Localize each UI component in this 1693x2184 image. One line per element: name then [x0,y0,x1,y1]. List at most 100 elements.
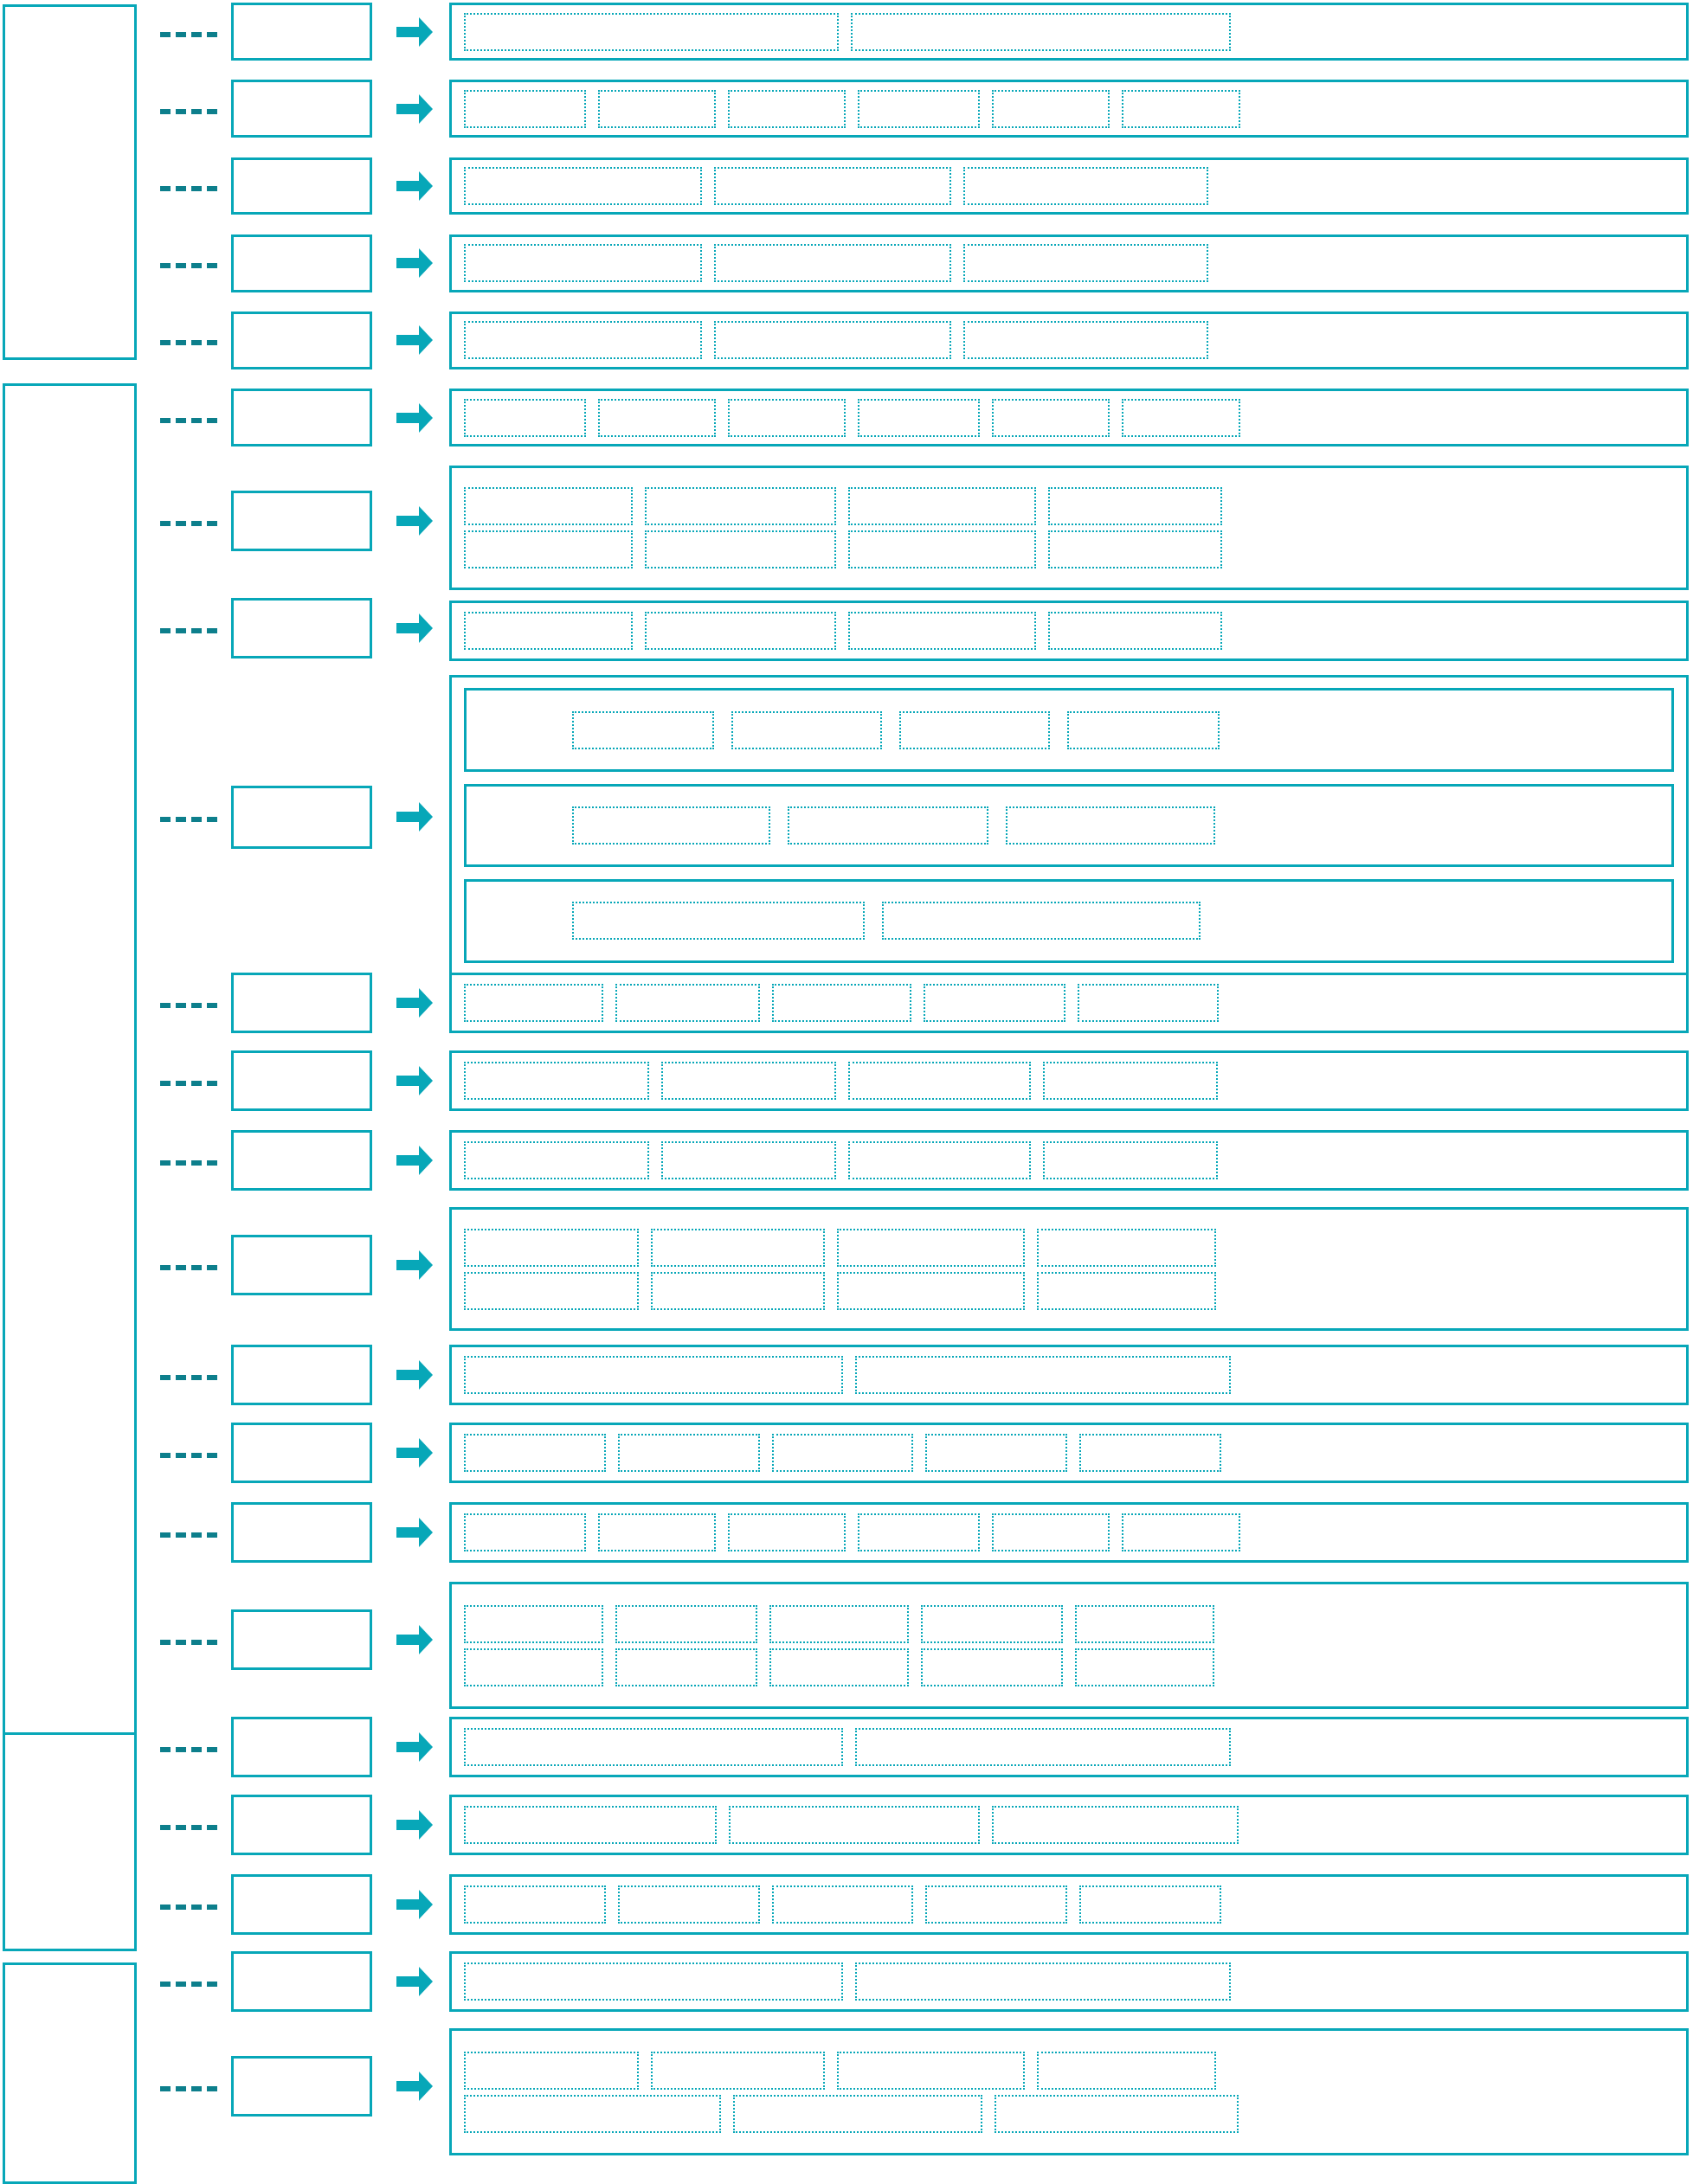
stage-box[interactable] [231,1951,372,2013]
stage-box[interactable] [231,1794,372,1855]
stage-box[interactable] [231,1129,372,1191]
field-placeholder[interactable] [598,89,717,128]
field-placeholder[interactable] [464,89,587,128]
field-placeholder[interactable] [661,1140,836,1179]
field-placeholder[interactable] [713,166,952,205]
field-placeholder[interactable] [464,1604,604,1643]
field-placeholder[interactable] [464,1805,718,1844]
detail-panel[interactable] [449,1794,1689,1855]
field-placeholder[interactable] [858,1513,981,1551]
field-placeholder[interactable] [925,1885,1068,1924]
field-placeholder[interactable] [847,1140,1032,1179]
stage-box[interactable] [231,2056,372,2117]
field-placeholder[interactable] [464,12,840,51]
field-placeholder[interactable] [769,1604,910,1643]
field-placeholder[interactable] [464,1513,587,1551]
detail-panel[interactable] [449,1951,1689,2013]
field-placeholder[interactable] [464,1140,650,1179]
field-placeholder[interactable] [617,1433,760,1472]
stage-box[interactable] [231,234,372,292]
field-placeholder[interactable] [464,244,702,283]
field-placeholder[interactable] [1006,806,1216,845]
field-placeholder[interactable] [963,244,1208,283]
field-placeholder[interactable] [851,12,1231,51]
field-placeholder[interactable] [992,398,1110,437]
field-placeholder[interactable] [598,398,717,437]
field-placeholder[interactable] [729,1805,981,1844]
field-placeholder[interactable] [464,1228,639,1267]
field-placeholder[interactable] [728,398,846,437]
field-placeholder[interactable] [464,321,702,360]
field-placeholder[interactable] [728,1513,846,1551]
stage-box[interactable] [231,598,372,659]
field-placeholder[interactable] [464,1061,650,1100]
field-placeholder[interactable] [769,1648,910,1686]
field-placeholder[interactable] [645,486,836,525]
field-placeholder[interactable] [464,1271,639,1310]
field-placeholder[interactable] [881,902,1201,941]
field-placeholder[interactable] [837,1228,1025,1267]
detail-panel[interactable] [449,1582,1689,1709]
field-placeholder[interactable] [645,530,836,568]
field-placeholder[interactable] [464,530,634,568]
field-placeholder[interactable] [1047,612,1223,651]
field-placeholder[interactable] [858,398,981,437]
field-placeholder[interactable] [855,1728,1231,1767]
detail-panel[interactable] [449,601,1689,662]
field-placeholder[interactable] [963,166,1208,205]
detail-panel[interactable] [449,1129,1689,1191]
field-placeholder[interactable] [650,2051,826,2090]
field-placeholder[interactable] [1036,1228,1216,1267]
stage-box[interactable] [231,1717,372,1778]
stage-box[interactable] [231,785,372,850]
field-placeholder[interactable] [464,1962,844,2001]
stage-box[interactable] [231,3,372,61]
field-placeholder[interactable] [855,1356,1231,1395]
field-placeholder[interactable] [898,710,1050,749]
field-placeholder[interactable] [1075,1604,1215,1643]
stage-box[interactable] [231,1873,372,1935]
field-placeholder[interactable] [992,89,1110,128]
field-placeholder[interactable] [464,166,702,205]
detail-panel[interactable] [449,1422,1689,1483]
field-placeholder[interactable] [464,1885,606,1924]
stage-box[interactable] [231,389,372,446]
field-placeholder[interactable] [464,1648,604,1686]
detail-panel[interactable] [449,1873,1689,1935]
group-box[interactable] [3,3,137,360]
field-placeholder[interactable] [923,984,1065,1023]
field-placeholder[interactable] [1066,710,1220,749]
field-placeholder[interactable] [921,1604,1064,1643]
field-placeholder[interactable] [615,1604,758,1643]
stage-box[interactable] [231,157,372,215]
detail-panel[interactable] [449,1050,1689,1111]
field-placeholder[interactable] [1079,1885,1221,1924]
field-placeholder[interactable] [650,1228,826,1267]
field-placeholder[interactable] [771,984,911,1023]
detail-panel[interactable] [449,1717,1689,1778]
field-placeholder[interactable] [1036,2051,1216,2090]
group-box[interactable] [3,1731,137,1952]
field-placeholder[interactable] [464,984,604,1023]
field-placeholder[interactable] [992,1513,1110,1551]
field-placeholder[interactable] [992,1805,1239,1844]
field-placeholder[interactable] [713,244,952,283]
detail-panel[interactable] [449,3,1689,61]
field-placeholder[interactable] [1122,1513,1240,1551]
field-placeholder[interactable] [788,806,989,845]
field-placeholder[interactable] [1043,1061,1219,1100]
field-placeholder[interactable] [837,1271,1025,1310]
field-placeholder[interactable] [615,1648,758,1686]
detail-panel[interactable] [449,1345,1689,1406]
field-placeholder[interactable] [713,321,952,360]
field-placeholder[interactable] [615,984,760,1023]
group-box[interactable] [3,1962,137,2184]
field-placeholder[interactable] [464,486,634,525]
detail-panel[interactable] [449,1501,1689,1563]
field-placeholder[interactable] [661,1061,836,1100]
field-placeholder[interactable] [464,398,587,437]
field-placeholder[interactable] [464,2051,639,2090]
field-placeholder[interactable] [855,1962,1231,2001]
field-placeholder[interactable] [650,1271,826,1310]
stage-box[interactable] [231,1501,372,1563]
